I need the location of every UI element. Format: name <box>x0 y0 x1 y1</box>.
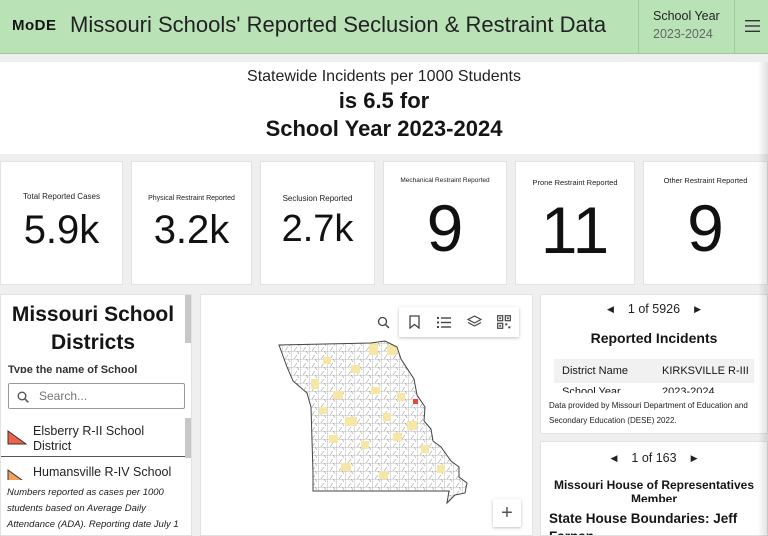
legend-button[interactable] <box>429 307 459 337</box>
bookmark-icon <box>408 315 420 329</box>
other-restraint-card: Other Restraint Reported 9 <box>643 161 768 285</box>
qr-code-icon <box>497 315 511 329</box>
incidents-row-key: School Year <box>562 386 621 393</box>
districts-title: Missouri School Districts <box>11 303 175 354</box>
map-panel[interactable]: + <box>200 294 533 536</box>
map-tool-group <box>399 307 519 337</box>
physical-restraint-card: Physical Restraint Reported 3.2k <box>131 161 252 285</box>
districts-note: Numbers reported as cases per 1000 stude… <box>7 487 179 530</box>
app-title: Missouri Schools' Reported Seclusion & R… <box>70 12 607 37</box>
banner-rate: is 6.5 for <box>338 88 430 113</box>
school-year-value: 2023-2024 <box>653 27 713 41</box>
mechanical-restraint-card: Mechanical Restraint Reported 9 <box>383 161 507 285</box>
district-list-item-label: Elsberry R-II School District <box>33 424 145 453</box>
next-arrow-icon[interactable]: ▶ <box>690 452 698 463</box>
district-list-item-label: Humansville R-IV School <box>33 465 172 479</box>
prone-restraint-label: Prone Restraint Reported <box>532 178 618 187</box>
layers-icon <box>466 315 482 327</box>
house-member-title: Missouri House of Representatives Member <box>553 478 755 502</box>
other-restraint-value: 9 <box>687 191 724 265</box>
total-cases-value: 5.9k <box>23 208 100 252</box>
school-year-selector[interactable]: School Year 2023-2024 <box>638 0 734 54</box>
other-restraint-label: Other Restraint Reported <box>663 176 748 185</box>
seclusion-card: Seclusion Reported 2.7k <box>260 161 375 285</box>
banner-year: School Year 2023-2024 <box>265 116 503 141</box>
districts-scrollbar[interactable] <box>185 295 191 343</box>
district-search-input[interactable] <box>39 387 179 405</box>
incidents-panel: ◀ 1 of 5926 ▶ Reported Incidents Distric… <box>540 294 768 434</box>
incidents-row-value: 2023-2024 <box>662 386 715 393</box>
prev-arrow-icon[interactable]: ◀ <box>607 303 614 314</box>
map-search-button[interactable] <box>371 307 395 337</box>
incidents-row-value: KIRKSVILLE R-III <box>662 365 749 377</box>
edge-shadow <box>758 62 768 536</box>
district-list-item[interactable]: Humansville R-IV School <box>1 458 185 480</box>
prev-arrow-icon[interactable]: ◀ <box>610 452 618 463</box>
district-search-box[interactable] <box>8 383 185 409</box>
incidents-page-count: 1 of 5926 <box>627 302 681 316</box>
school-year-label: School Year <box>653 9 720 23</box>
app-header: MoDE Missouri Schools' Reported Seclusio… <box>0 0 768 54</box>
district-list-item[interactable]: Elsberry R-II School District <box>1 419 185 457</box>
search-icon <box>377 316 389 328</box>
mechanical-restraint-value: 9 <box>426 191 464 265</box>
banner-subtitle: Statewide Incidents per 1000 Students <box>247 68 521 85</box>
seclusion-value: 2.7k <box>281 208 354 250</box>
districts-instruction: Type the name of School <box>8 364 138 373</box>
district-color-swatch <box>7 430 27 445</box>
prone-restraint-value: 11 <box>540 193 610 267</box>
districts-panel: Missouri School Districts Type the name … <box>0 294 192 536</box>
total-cases-label: Total Reported Cases <box>23 192 100 201</box>
physical-restraint-label: Physical Restraint Reported <box>148 195 235 202</box>
physical-restraint-value: 3.2k <box>153 208 230 252</box>
menu-button[interactable] <box>734 0 768 54</box>
total-cases-card: Total Reported Cases 5.9k <box>0 161 123 285</box>
qr-code-button[interactable] <box>489 307 519 337</box>
district-list-scrollbar[interactable] <box>185 418 191 458</box>
incidents-row: District Name KIRKSVILLE R-III <box>554 359 754 383</box>
seclusion-label: Seclusion Reported <box>282 194 353 203</box>
house-member-panel: ◀ 1 of 163 ▶ Missouri House of Represent… <box>540 441 768 536</box>
incidents-row: School Year 2023-2024 <box>554 385 754 393</box>
house-page-count: 1 of 163 <box>631 451 677 465</box>
house-boundary-label: State House Boundaries: Jeff Farnan <box>549 511 738 535</box>
bookmark-button[interactable] <box>399 307 429 337</box>
zoom-in-button[interactable]: + <box>493 499 521 527</box>
search-icon <box>17 391 29 403</box>
missouri-district-map[interactable] <box>201 295 533 536</box>
layers-button[interactable] <box>459 307 489 337</box>
prone-restraint-card: Prone Restraint Reported 11 <box>515 161 635 285</box>
map-toolbar <box>371 307 519 337</box>
statewide-banner: Statewide Incidents per 1000 Students is… <box>0 62 768 154</box>
house-pager: ◀ 1 of 163 ▶ <box>541 451 767 465</box>
district-color-swatch <box>7 469 23 480</box>
incidents-title: Reported Incidents <box>590 330 718 346</box>
incidents-pager: ◀ 1 of 5926 ▶ <box>541 302 767 316</box>
mechanical-restraint-label: Mechanical Restraint Reported <box>400 177 490 184</box>
incidents-row-key: District Name <box>562 365 629 377</box>
data-source-note: Data provided by Missouri Department of … <box>549 401 748 425</box>
mode-logo: MoDE <box>12 17 57 34</box>
legend-list-icon <box>437 316 451 328</box>
next-arrow-icon[interactable]: ▶ <box>694 303 701 314</box>
hamburger-menu-icon <box>745 20 760 32</box>
